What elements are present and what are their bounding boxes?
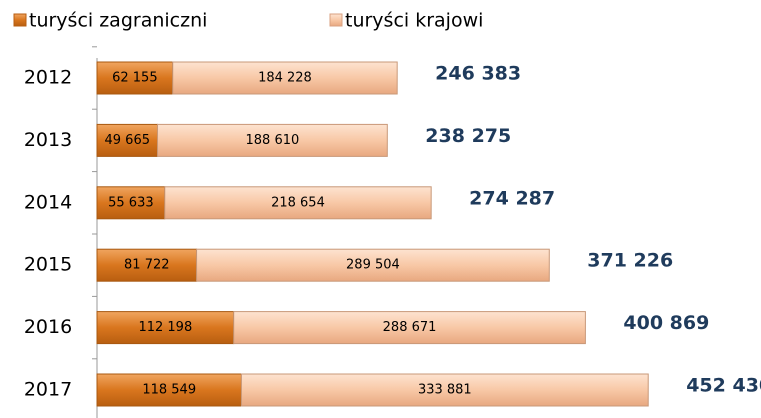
bar-segment xyxy=(96,123,159,157)
bar-segment xyxy=(196,248,550,282)
data-label: 218 654 xyxy=(271,195,325,210)
legend-label: turyści zagraniczni xyxy=(29,10,207,32)
total-label: 274 287 xyxy=(469,187,555,209)
data-label: 118 549 xyxy=(142,383,196,398)
bar-segment xyxy=(240,373,649,407)
legend-swatch xyxy=(13,13,27,27)
data-label: 112 198 xyxy=(138,320,192,335)
y-tick-label: 2017 xyxy=(24,379,72,401)
bar-segment xyxy=(96,373,242,407)
total-label: 452 430 xyxy=(686,375,761,397)
legend-label: turyści krajowi xyxy=(345,10,483,32)
total-label: 371 226 xyxy=(587,250,673,272)
data-label: 55 633 xyxy=(108,195,154,210)
data-label: 184 228 xyxy=(258,71,312,86)
y-tick-label: 2016 xyxy=(24,316,72,338)
legend-swatch xyxy=(329,13,343,27)
y-tick-label: 2013 xyxy=(24,129,72,151)
bar-segment xyxy=(96,186,166,220)
bar-segment xyxy=(157,123,388,157)
bar-segment xyxy=(96,61,174,95)
total-label: 246 383 xyxy=(435,63,521,85)
data-label: 289 504 xyxy=(346,258,400,273)
data-label: 81 722 xyxy=(124,258,170,273)
data-label: 288 671 xyxy=(383,320,437,335)
bar-segment xyxy=(164,186,432,220)
y-tick-label: 2015 xyxy=(24,254,72,276)
y-tick-label: 2014 xyxy=(24,191,72,213)
bar-segment xyxy=(233,311,586,345)
bar-segment xyxy=(172,61,398,95)
data-label: 333 881 xyxy=(418,383,472,398)
bar-segment xyxy=(96,311,235,345)
data-label: 62 155 xyxy=(112,71,158,86)
data-label: 49 665 xyxy=(105,133,151,148)
total-label: 400 869 xyxy=(623,312,709,334)
data-label: 188 610 xyxy=(246,133,300,148)
total-label: 238 275 xyxy=(425,125,511,147)
y-tick-label: 2012 xyxy=(24,67,72,89)
